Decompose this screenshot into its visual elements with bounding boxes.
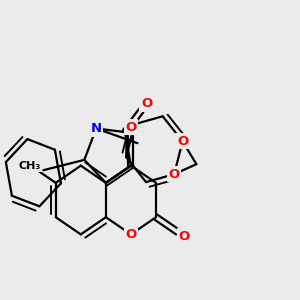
Text: O: O: [141, 97, 152, 110]
Text: O: O: [125, 121, 136, 134]
Text: N: N: [91, 122, 102, 135]
Text: O: O: [169, 168, 180, 181]
Text: O: O: [177, 135, 188, 148]
Text: O: O: [178, 230, 190, 243]
Text: O: O: [125, 228, 136, 241]
Text: CH₃: CH₃: [18, 161, 40, 171]
